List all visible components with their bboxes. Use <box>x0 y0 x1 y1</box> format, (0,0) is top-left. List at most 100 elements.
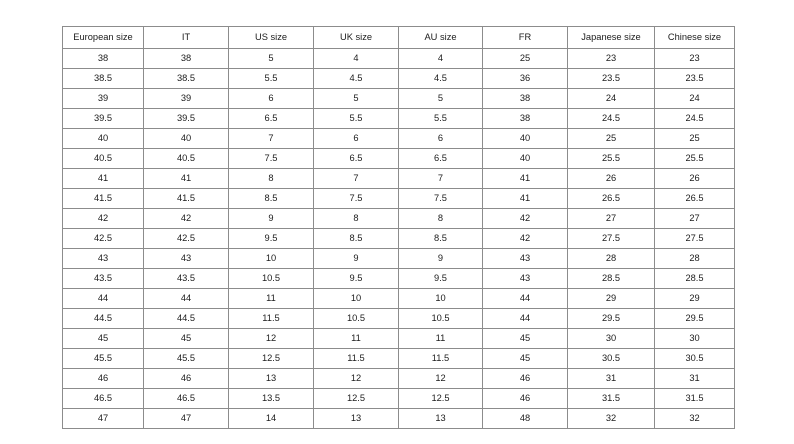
table-cell: 46.5 <box>62 388 144 409</box>
table-cell: 25 <box>567 128 655 149</box>
table-cell: 23 <box>654 48 735 69</box>
table-cell: 43 <box>482 268 568 289</box>
table-cell: 12 <box>228 328 314 349</box>
table-cell: 10 <box>313 288 399 309</box>
table-cell: 41 <box>482 188 568 209</box>
table-cell: 43.5 <box>143 268 229 289</box>
table-cell: 8 <box>398 208 483 229</box>
table-cell: 42 <box>482 228 568 249</box>
table-cell: 25 <box>654 128 735 149</box>
table-cell: 45 <box>482 328 568 349</box>
table-cell: 43 <box>482 248 568 269</box>
table-cell: 42 <box>143 208 229 229</box>
table-cell: 5 <box>398 88 483 109</box>
table-cell: 6 <box>398 128 483 149</box>
table-cell: 44 <box>143 288 229 309</box>
table-row: 42.5 42.5 9.5 8.5 8.5 42 27.5 27.5 <box>62 228 735 249</box>
table-cell: 31 <box>567 368 655 389</box>
table-cell: 46.5 <box>143 388 229 409</box>
table-cell: 28 <box>567 248 655 269</box>
table-cell: 7.5 <box>313 188 399 209</box>
table-cell: 40 <box>143 128 229 149</box>
table-cell: 9 <box>228 208 314 229</box>
table-row: 44 44 11 10 10 44 29 29 <box>62 288 735 309</box>
table-cell: 25 <box>482 48 568 69</box>
table-cell: 10.5 <box>228 268 314 289</box>
table-cell: 38.5 <box>143 68 229 89</box>
table-cell: 30.5 <box>567 348 655 369</box>
table-cell: 24.5 <box>567 108 655 129</box>
table-cell: 7 <box>398 168 483 189</box>
table-row: 39.5 39.5 6.5 5.5 5.5 38 24.5 24.5 <box>62 108 735 129</box>
table-cell: 44 <box>62 288 144 309</box>
column-header: US size <box>228 26 314 49</box>
table-row: 43.5 43.5 10.5 9.5 9.5 43 28.5 28.5 <box>62 268 735 289</box>
table-cell: 26.5 <box>567 188 655 209</box>
table-cell: 11.5 <box>398 348 483 369</box>
table-cell: 23.5 <box>567 68 655 89</box>
table-cell: 9.5 <box>398 268 483 289</box>
table-cell: 24 <box>654 88 735 109</box>
table-row: 38 38 5 4 4 25 23 23 <box>62 48 735 69</box>
table-cell: 12 <box>398 368 483 389</box>
table-cell: 25.5 <box>567 148 655 169</box>
table-row: 38.5 38.5 5.5 4.5 4.5 36 23.5 23.5 <box>62 68 735 89</box>
table-cell: 8 <box>228 168 314 189</box>
table-cell: 11.5 <box>313 348 399 369</box>
table-cell: 10 <box>228 248 314 269</box>
table-cell: 10.5 <box>398 308 483 329</box>
table-cell: 39 <box>143 88 229 109</box>
table-header: European size IT US size UK size AU size FR Ja… <box>62 26 735 49</box>
table-cell: 40.5 <box>62 148 144 169</box>
table-row: 42 42 9 8 8 42 27 27 <box>62 208 735 229</box>
column-header: FR <box>482 26 568 49</box>
table-cell: 45 <box>62 328 144 349</box>
table-cell: 43.5 <box>62 268 144 289</box>
table-cell: 45 <box>482 348 568 369</box>
table-cell: 4.5 <box>313 68 399 89</box>
table-cell: 5 <box>228 48 314 69</box>
table-cell: 6.5 <box>228 108 314 129</box>
size-chart-container: European size IT US size UK size AU size FR Ja… <box>62 26 735 429</box>
table-cell: 32 <box>654 408 735 429</box>
column-header: Chinese size <box>654 26 735 49</box>
table-cell: 7 <box>228 128 314 149</box>
table-cell: 23.5 <box>654 68 735 89</box>
table-cell: 42 <box>62 208 144 229</box>
table-cell: 38 <box>62 48 144 69</box>
table-cell: 28.5 <box>654 268 735 289</box>
column-header: Japanese size <box>567 26 655 49</box>
table-row: 43 43 10 9 9 43 28 28 <box>62 248 735 269</box>
table-row: 46 46 13 12 12 46 31 31 <box>62 368 735 389</box>
table-cell: 41 <box>62 168 144 189</box>
column-header: UK size <box>313 26 399 49</box>
table-cell: 23 <box>567 48 655 69</box>
table-cell: 39 <box>62 88 144 109</box>
table-cell: 36 <box>482 68 568 89</box>
table-cell: 6 <box>228 88 314 109</box>
table-cell: 40 <box>62 128 144 149</box>
table-cell: 24.5 <box>654 108 735 129</box>
table-cell: 41 <box>143 168 229 189</box>
table-row: 41 41 8 7 7 41 26 26 <box>62 168 735 189</box>
table-cell: 24 <box>567 88 655 109</box>
table-cell: 38.5 <box>62 68 144 89</box>
table-cell: 11 <box>313 328 399 349</box>
table-cell: 32 <box>567 408 655 429</box>
table-cell: 45 <box>143 328 229 349</box>
table-cell: 12.5 <box>398 388 483 409</box>
table-cell: 29.5 <box>567 308 655 329</box>
table-cell: 12 <box>313 368 399 389</box>
table-cell: 47 <box>143 408 229 429</box>
table-cell: 46 <box>62 368 144 389</box>
table-cell: 31 <box>654 368 735 389</box>
table-cell: 6.5 <box>313 148 399 169</box>
table-cell: 7.5 <box>398 188 483 209</box>
table-row: 47 47 14 13 13 48 32 32 <box>62 408 735 429</box>
table-cell: 39.5 <box>143 108 229 129</box>
table-cell: 30 <box>567 328 655 349</box>
table-row: 46.5 46.5 13.5 12.5 12.5 46 31.5 31.5 <box>62 388 735 409</box>
table-cell: 42.5 <box>143 228 229 249</box>
table-cell: 6.5 <box>398 148 483 169</box>
table-cell: 46 <box>143 368 229 389</box>
